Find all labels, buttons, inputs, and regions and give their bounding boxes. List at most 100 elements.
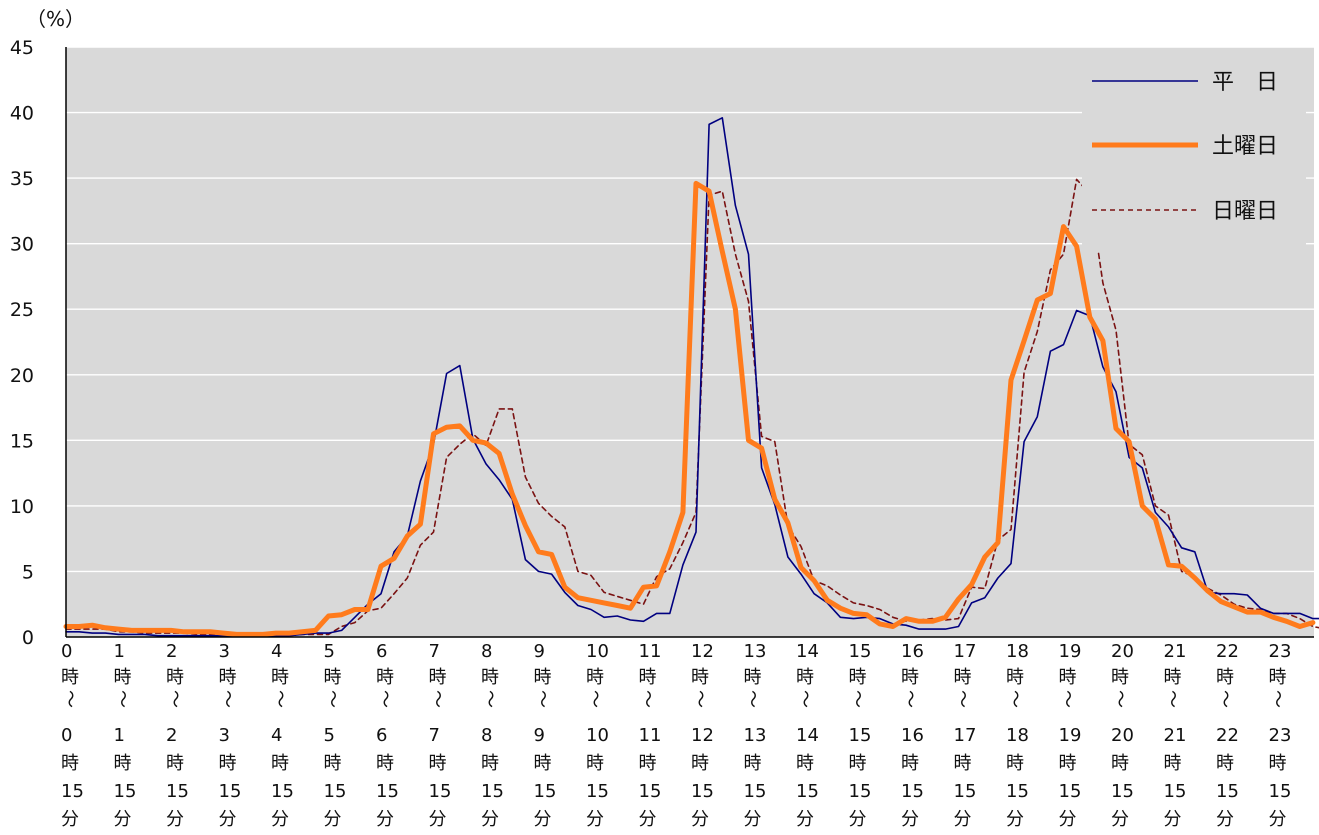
x-end-suffix-label: 15: [691, 781, 714, 802]
x-tick-labels: 0時〜0時15分1時〜1時15分2時〜2時15分3時〜3時15分4時〜4時15分…: [59, 641, 1291, 830]
x-end-suffix-label: 分: [534, 809, 552, 830]
x-end-suffix-label: 分: [1164, 809, 1182, 830]
series-line-0: [65, 117, 1319, 637]
x-end-suffix-label: 15: [271, 781, 294, 802]
x-end-suffix-label: 時: [901, 753, 919, 774]
x-end-suffix-label: 時: [586, 753, 604, 774]
x-end-hour-label: 10: [586, 725, 609, 746]
x-end-suffix-label: 15: [219, 781, 242, 802]
x-end-suffix-label: 15: [954, 781, 977, 802]
x-start-suffix-label: 時: [744, 667, 762, 688]
x-start-suffix-label: 時: [849, 667, 867, 688]
x-end-suffix-label: 15: [1006, 781, 1029, 802]
x-start-suffix-label: 〜: [1057, 690, 1078, 708]
x-end-suffix-label: 15: [376, 781, 399, 802]
x-start-suffix-label: 〜: [1109, 690, 1130, 708]
x-end-suffix-label: 時: [534, 753, 552, 774]
x-end-suffix-label: 分: [1216, 809, 1234, 830]
x-start-suffix-label: 〜: [427, 690, 448, 708]
x-end-suffix-label: 時: [1059, 753, 1077, 774]
x-end-suffix-label: 時: [429, 753, 447, 774]
x-end-suffix-label: 時: [954, 753, 972, 774]
x-start-suffix-label: 〜: [164, 690, 185, 708]
x-end-suffix-label: 分: [1111, 809, 1129, 830]
x-start-hour-label: 8: [481, 641, 492, 662]
x-end-suffix-label: 分: [796, 809, 814, 830]
x-end-suffix-label: 時: [744, 753, 762, 774]
x-end-suffix-label: 15: [849, 781, 872, 802]
x-end-hour-label: 12: [691, 725, 714, 746]
x-end-suffix-label: 15: [166, 781, 189, 802]
x-end-hour-label: 7: [429, 725, 440, 746]
x-end-suffix-label: 15: [901, 781, 924, 802]
x-start-hour-label: 1: [114, 641, 125, 662]
x-start-suffix-label: 時: [1111, 667, 1129, 688]
x-start-suffix-label: 〜: [59, 690, 80, 708]
x-end-hour-label: 13: [744, 725, 767, 746]
x-start-hour-label: 5: [324, 641, 335, 662]
x-end-suffix-label: 15: [61, 781, 84, 802]
x-start-hour-label: 6: [376, 641, 387, 662]
x-end-suffix-label: 分: [691, 809, 709, 830]
x-start-suffix-label: 時: [954, 667, 972, 688]
x-start-suffix-label: 〜: [479, 690, 500, 708]
x-start-hour-label: 23: [1269, 641, 1292, 662]
x-start-suffix-label: 〜: [794, 690, 815, 708]
x-end-suffix-label: 15: [639, 781, 662, 802]
x-end-suffix-label: 分: [429, 809, 447, 830]
x-start-suffix-label: 〜: [269, 690, 290, 708]
x-end-hour-label: 20: [1111, 725, 1134, 746]
y-tick-label-20: 20: [10, 365, 34, 387]
x-end-hour-label: 19: [1059, 725, 1082, 746]
legend-label-2: 日曜日: [1212, 199, 1278, 224]
x-start-suffix-label: 〜: [1004, 690, 1025, 708]
x-start-suffix-label: 時: [639, 667, 657, 688]
y-tick-labels: 0 5 10 15 20 25 30 35 40 45: [10, 37, 34, 649]
x-start-suffix-label: 時: [796, 667, 814, 688]
x-start-suffix-label: 〜: [374, 690, 395, 708]
x-start-suffix-label: 時: [271, 667, 289, 688]
x-end-suffix-label: 分: [376, 809, 394, 830]
x-end-suffix-label: 分: [1269, 809, 1287, 830]
x-start-suffix-label: 〜: [584, 690, 605, 708]
y-tick-label-30: 30: [10, 234, 34, 256]
x-end-hour-label: 5: [324, 725, 335, 746]
x-end-suffix-label: 分: [166, 809, 184, 830]
x-end-hour-label: 14: [796, 725, 819, 746]
x-start-suffix-label: 〜: [322, 690, 343, 708]
x-end-suffix-label: 分: [481, 809, 499, 830]
x-end-suffix-label: 分: [324, 809, 342, 830]
x-start-suffix-label: 〜: [112, 690, 133, 708]
x-end-hour-label: 0: [61, 725, 72, 746]
y-tick-label-5: 5: [22, 561, 34, 583]
x-end-suffix-label: 15: [1216, 781, 1239, 802]
y-unit-label: （%）: [26, 7, 85, 31]
x-start-suffix-label: 時: [429, 667, 447, 688]
x-start-suffix-label: 〜: [689, 690, 710, 708]
x-end-suffix-label: 時: [481, 753, 499, 774]
x-start-hour-label: 2: [166, 641, 177, 662]
x-end-hour-label: 1: [114, 725, 125, 746]
x-end-suffix-label: 分: [1006, 809, 1024, 830]
x-start-suffix-label: 時: [586, 667, 604, 688]
x-start-suffix-label: 〜: [532, 690, 553, 708]
x-end-suffix-label: 15: [1059, 781, 1082, 802]
x-start-suffix-label: 〜: [1267, 690, 1288, 708]
x-end-suffix-label: 15: [1164, 781, 1187, 802]
x-end-hour-label: 18: [1006, 725, 1029, 746]
series-lines: [63, 117, 1319, 637]
x-end-suffix-label: 15: [744, 781, 767, 802]
x-start-suffix-label: 時: [1059, 667, 1077, 688]
x-end-hour-label: 16: [901, 725, 924, 746]
x-start-suffix-label: 時: [1164, 667, 1182, 688]
x-start-hour-label: 3: [219, 641, 230, 662]
x-start-suffix-label: 時: [1216, 667, 1234, 688]
x-end-suffix-label: 時: [114, 753, 132, 774]
x-start-suffix-label: 時: [1269, 667, 1287, 688]
x-end-suffix-label: 分: [271, 809, 289, 830]
x-start-suffix-label: 時: [114, 667, 132, 688]
x-end-suffix-label: 分: [586, 809, 604, 830]
x-start-suffix-label: 〜: [952, 690, 973, 708]
